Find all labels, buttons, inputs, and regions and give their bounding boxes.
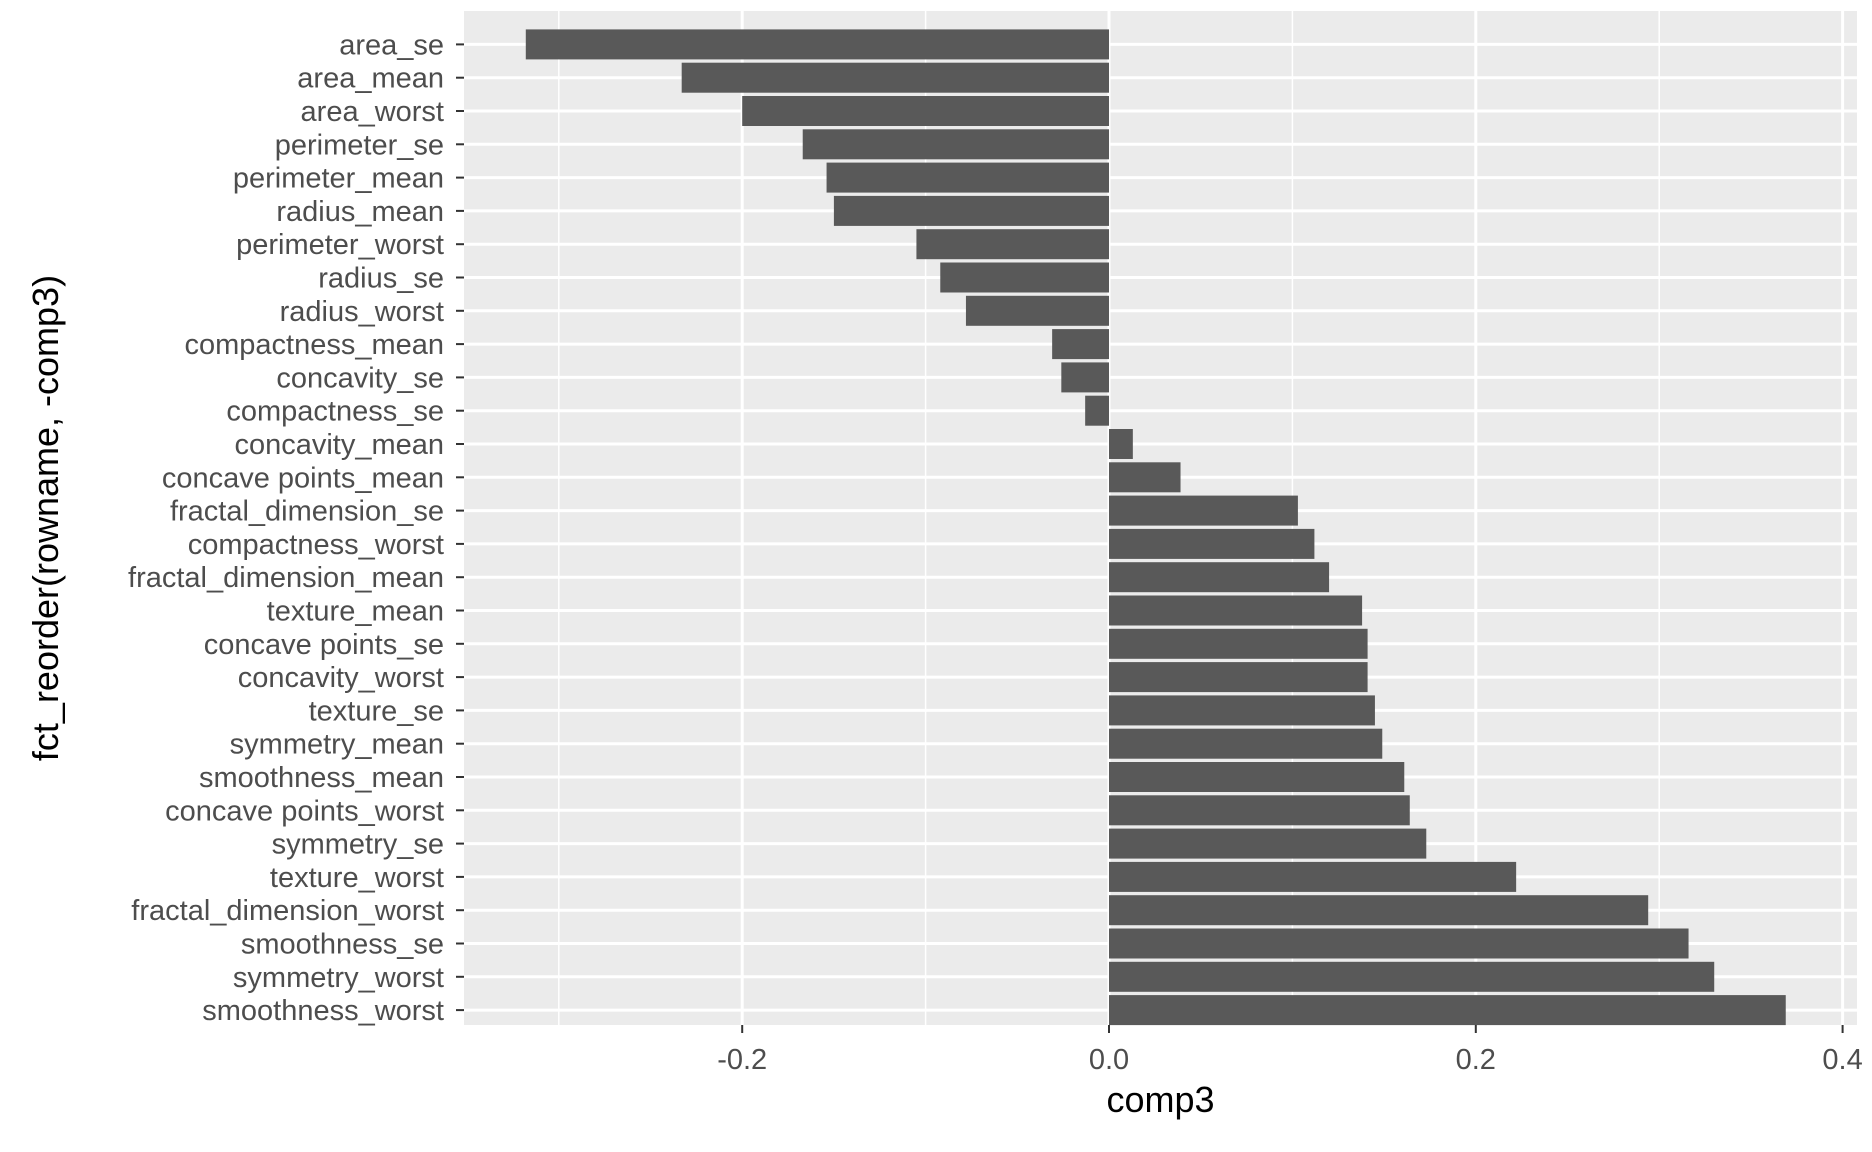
bar-compactness_se (1085, 395, 1109, 426)
bar-symmetry_worst (1109, 961, 1715, 992)
bar-compactness_worst (1109, 528, 1315, 559)
x-axis-title: comp3 (1106, 1079, 1214, 1120)
x-tick-label: 0.2 (1456, 1044, 1496, 1076)
bar-perimeter_se (802, 129, 1109, 160)
y-tick-label: compactness_se (226, 396, 444, 428)
bar-compactness_mean (1052, 329, 1109, 360)
y-tick-label: smoothness_mean (199, 762, 444, 794)
bar-concave-points_mean (1109, 462, 1181, 493)
y-tick-label: area_se (339, 29, 444, 61)
bar-area_worst (742, 96, 1109, 126)
bar-area_se (525, 29, 1109, 60)
y-tick-label: concave points_mean (162, 462, 444, 494)
bar-smoothness_worst (1109, 995, 1786, 1026)
bar-symmetry_se (1109, 828, 1427, 859)
bar-concavity_mean (1109, 429, 1133, 459)
bar-texture_worst (1109, 861, 1517, 892)
bar-smoothness_se (1109, 928, 1689, 959)
bar-smoothness_mean (1109, 762, 1405, 792)
y-tick-label: compactness_mean (184, 329, 444, 361)
bar-fractal_dimension_se (1109, 495, 1298, 526)
x-axis-ticks: -0.2 0.0 0.2 0.4 (717, 1025, 1863, 1076)
y-tick-label: compactness_worst (188, 529, 444, 561)
y-axis-title: fct_reorder(rowname, -comp3) (25, 275, 66, 761)
x-tick-label: 0.0 (1089, 1044, 1129, 1076)
y-tick-label: fractal_dimension_se (170, 496, 444, 528)
y-tick-label: perimeter_mean (233, 163, 444, 195)
y-tick-label: radius_worst (280, 296, 444, 328)
bar-fractal_dimension_worst (1109, 895, 1649, 926)
bar-concave-points_se (1109, 628, 1368, 659)
bar-perimeter_mean (826, 162, 1109, 193)
y-tick-label: concave points_se (204, 629, 444, 661)
y-tick-label: radius_mean (276, 196, 444, 228)
y-tick-label: concave points_worst (165, 795, 444, 827)
y-tick-label: texture_worst (270, 862, 444, 894)
bar-radius_mean (833, 195, 1109, 226)
bar-fractal_dimension_mean (1109, 562, 1330, 593)
bar-radius_se (940, 262, 1109, 293)
y-tick-label: concavity_mean (234, 429, 444, 461)
y-tick-label: concavity_worst (238, 662, 444, 694)
x-tick-label: 0.4 (1822, 1044, 1862, 1076)
y-tick-label: symmetry_se (272, 829, 444, 861)
y-axis-ticks: area_searea_meanarea_worstperimeter_sepe… (128, 29, 464, 1027)
bar-radius_worst (965, 295, 1109, 326)
y-tick-label: symmetry_worst (233, 962, 444, 994)
y-tick-label: concavity_se (276, 362, 444, 394)
y-tick-label: smoothness_worst (202, 995, 444, 1027)
bar-concave-points_worst (1109, 795, 1410, 826)
y-tick-label: radius_se (318, 263, 444, 295)
y-tick-label: fractal_dimension_mean (128, 562, 444, 594)
bar-texture_se (1109, 695, 1375, 726)
y-tick-label: area_mean (297, 63, 444, 95)
bar-concavity_worst (1109, 662, 1368, 693)
y-tick-label: perimeter_worst (236, 229, 444, 261)
bars-group (525, 29, 1786, 1026)
y-tick-label: texture_mean (267, 596, 444, 628)
bar-area_mean (681, 62, 1109, 93)
y-tick-label: fractal_dimension_worst (131, 895, 444, 927)
y-tick-label: perimeter_se (275, 129, 444, 161)
y-tick-label: area_worst (301, 96, 444, 128)
bar-texture_mean (1109, 595, 1363, 626)
bar-perimeter_worst (916, 229, 1109, 260)
bar-symmetry_mean (1109, 728, 1383, 759)
y-tick-label: symmetry_mean (230, 729, 444, 761)
x-tick-label: -0.2 (717, 1044, 767, 1076)
y-tick-label: smoothness_se (241, 929, 444, 961)
y-tick-label: texture_se (309, 695, 444, 727)
bar-concavity_se (1061, 362, 1109, 393)
